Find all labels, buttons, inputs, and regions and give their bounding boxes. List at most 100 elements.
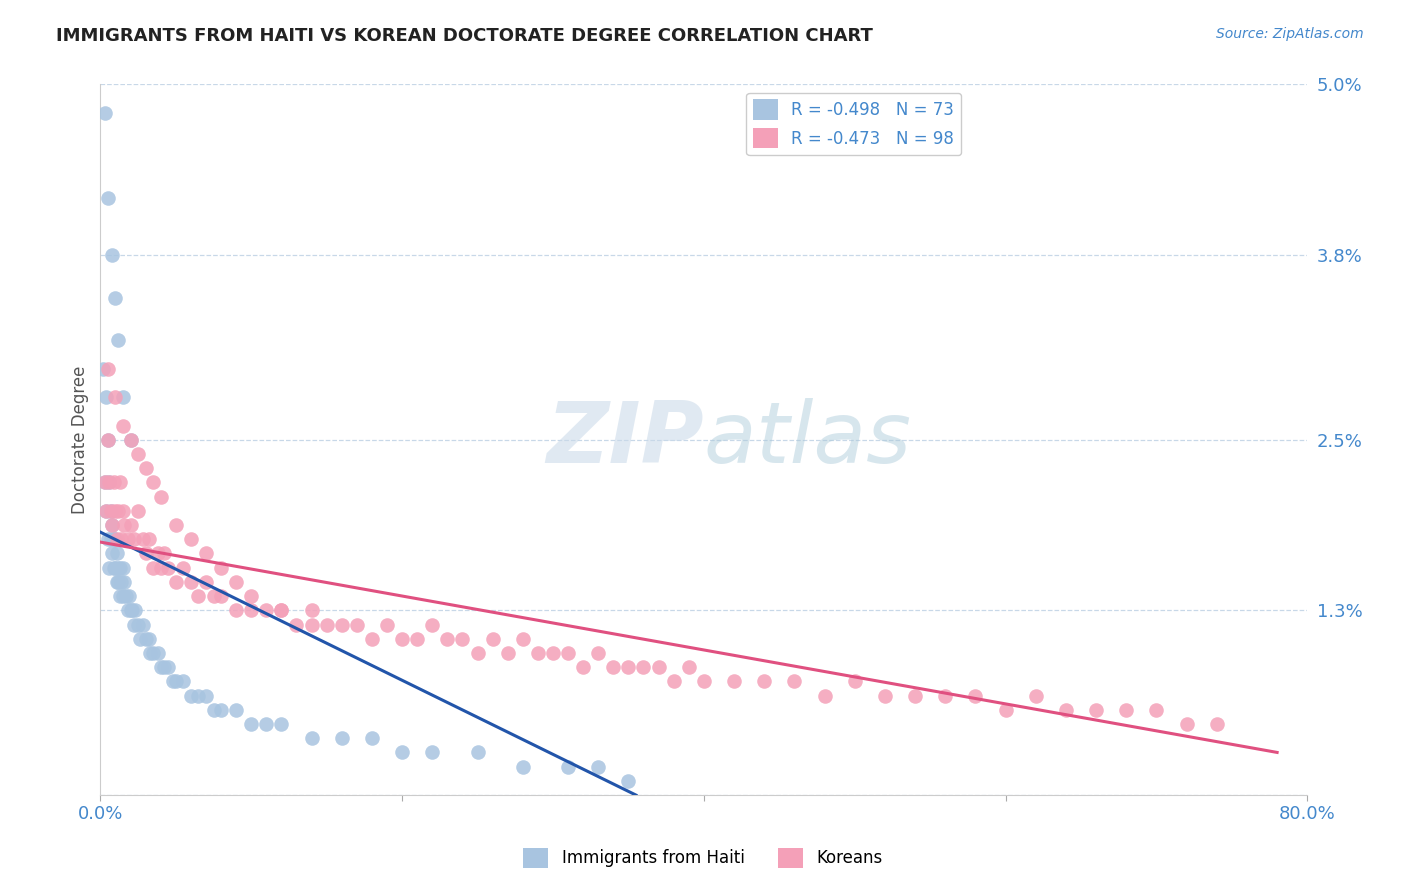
- Point: [138, 632, 160, 646]
- Point: [122, 533, 145, 547]
- Point: [138, 533, 160, 547]
- Point: [107, 504, 129, 518]
- Point: [101, 248, 124, 262]
- Point: [114, 574, 136, 589]
- Point: [194, 689, 217, 703]
- Point: [209, 703, 232, 717]
- Point: [103, 560, 125, 574]
- Point: [391, 632, 413, 646]
- Point: [97, 191, 120, 205]
- Point: [149, 490, 172, 504]
- Point: [209, 589, 232, 603]
- Point: [114, 518, 136, 533]
- Point: [117, 603, 139, 617]
- Point: [105, 574, 128, 589]
- Point: [617, 660, 640, 674]
- Point: [101, 518, 124, 533]
- Point: [647, 660, 669, 674]
- Point: [240, 717, 263, 731]
- Point: [225, 574, 247, 589]
- Point: [110, 533, 132, 547]
- Point: [94, 106, 117, 120]
- Point: [165, 518, 187, 533]
- Point: [111, 390, 134, 404]
- Point: [202, 589, 225, 603]
- Point: [994, 703, 1017, 717]
- Point: [301, 617, 323, 632]
- Point: [128, 632, 150, 646]
- Point: [152, 546, 174, 560]
- Point: [496, 646, 519, 660]
- Point: [467, 746, 489, 760]
- Point: [391, 746, 413, 760]
- Text: Source: ZipAtlas.com: Source: ZipAtlas.com: [1216, 27, 1364, 41]
- Point: [115, 589, 138, 603]
- Point: [120, 518, 142, 533]
- Point: [157, 660, 180, 674]
- Point: [361, 632, 384, 646]
- Point: [120, 433, 142, 447]
- Point: [122, 617, 145, 632]
- Point: [104, 504, 127, 518]
- Text: IMMIGRANTS FROM HAITI VS KOREAN DOCTORATE DEGREE CORRELATION CHART: IMMIGRANTS FROM HAITI VS KOREAN DOCTORAT…: [56, 27, 873, 45]
- Point: [693, 674, 716, 689]
- Point: [225, 703, 247, 717]
- Point: [172, 560, 194, 574]
- Point: [1115, 703, 1137, 717]
- Point: [678, 660, 700, 674]
- Point: [93, 361, 115, 376]
- Point: [633, 660, 655, 674]
- Point: [602, 660, 624, 674]
- Point: [97, 433, 120, 447]
- Legend: Immigrants from Haiti, Koreans: Immigrants from Haiti, Koreans: [517, 841, 889, 875]
- Point: [135, 632, 157, 646]
- Point: [572, 660, 595, 674]
- Point: [1175, 717, 1198, 731]
- Point: [512, 759, 534, 773]
- Point: [315, 617, 337, 632]
- Point: [104, 390, 127, 404]
- Point: [111, 418, 134, 433]
- Point: [120, 603, 142, 617]
- Point: [135, 546, 157, 560]
- Point: [127, 504, 149, 518]
- Point: [904, 689, 927, 703]
- Point: [194, 546, 217, 560]
- Point: [94, 475, 117, 490]
- Point: [124, 603, 146, 617]
- Point: [111, 589, 134, 603]
- Point: [100, 504, 122, 518]
- Point: [270, 603, 292, 617]
- Point: [187, 689, 209, 703]
- Point: [1054, 703, 1077, 717]
- Point: [98, 560, 121, 574]
- Point: [541, 646, 564, 660]
- Point: [111, 504, 134, 518]
- Point: [301, 603, 323, 617]
- Point: [142, 646, 165, 660]
- Point: [127, 617, 149, 632]
- Point: [301, 731, 323, 746]
- Point: [105, 533, 128, 547]
- Point: [420, 746, 443, 760]
- Point: [127, 447, 149, 461]
- Point: [139, 646, 162, 660]
- Point: [117, 533, 139, 547]
- Point: [240, 603, 263, 617]
- Point: [97, 433, 120, 447]
- Point: [98, 475, 121, 490]
- Point: [103, 475, 125, 490]
- Point: [103, 533, 125, 547]
- Point: [240, 589, 263, 603]
- Point: [146, 546, 169, 560]
- Point: [96, 390, 118, 404]
- Point: [512, 632, 534, 646]
- Point: [557, 646, 579, 660]
- Point: [527, 646, 550, 660]
- Point: [146, 646, 169, 660]
- Point: [100, 533, 122, 547]
- Point: [783, 674, 806, 689]
- Point: [172, 674, 194, 689]
- Point: [557, 759, 579, 773]
- Point: [1144, 703, 1167, 717]
